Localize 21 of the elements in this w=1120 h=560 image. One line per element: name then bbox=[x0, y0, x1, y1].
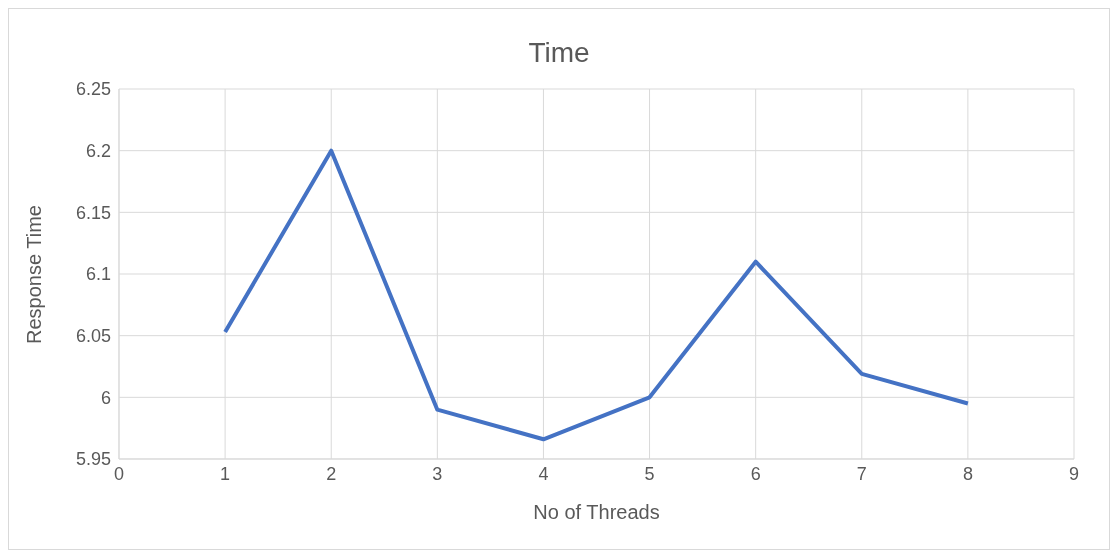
line-series bbox=[223, 148, 970, 442]
y-axis-title: Response Time bbox=[23, 205, 46, 344]
x-axis-title: No of Threads bbox=[533, 501, 660, 523]
x-tick-label: 5 bbox=[644, 463, 655, 484]
x-tick-label: 2 bbox=[326, 463, 337, 484]
x-tick-label: 1 bbox=[220, 463, 231, 484]
y-tick-label: 6 bbox=[100, 387, 111, 408]
x-tick-label: 6 bbox=[750, 463, 761, 484]
y-tick-label: 6.15 bbox=[75, 202, 111, 223]
x-tick-label: 4 bbox=[538, 463, 549, 484]
y-tick-label: 6.25 bbox=[75, 79, 111, 100]
y-tick-label: 5.95 bbox=[75, 449, 111, 470]
x-tick-label: 7 bbox=[856, 463, 867, 484]
chart-title: Time bbox=[527, 37, 591, 69]
x-tick-label: 9 bbox=[1068, 463, 1080, 484]
y-tick-label: 6.2 bbox=[85, 141, 111, 162]
x-tick-label: 0 bbox=[113, 463, 125, 484]
y-tick-label: 6.05 bbox=[75, 326, 111, 347]
y-tick-label: 6.1 bbox=[85, 264, 111, 285]
x-tick-label: 3 bbox=[432, 463, 443, 484]
x-tick-label: 8 bbox=[962, 463, 973, 484]
